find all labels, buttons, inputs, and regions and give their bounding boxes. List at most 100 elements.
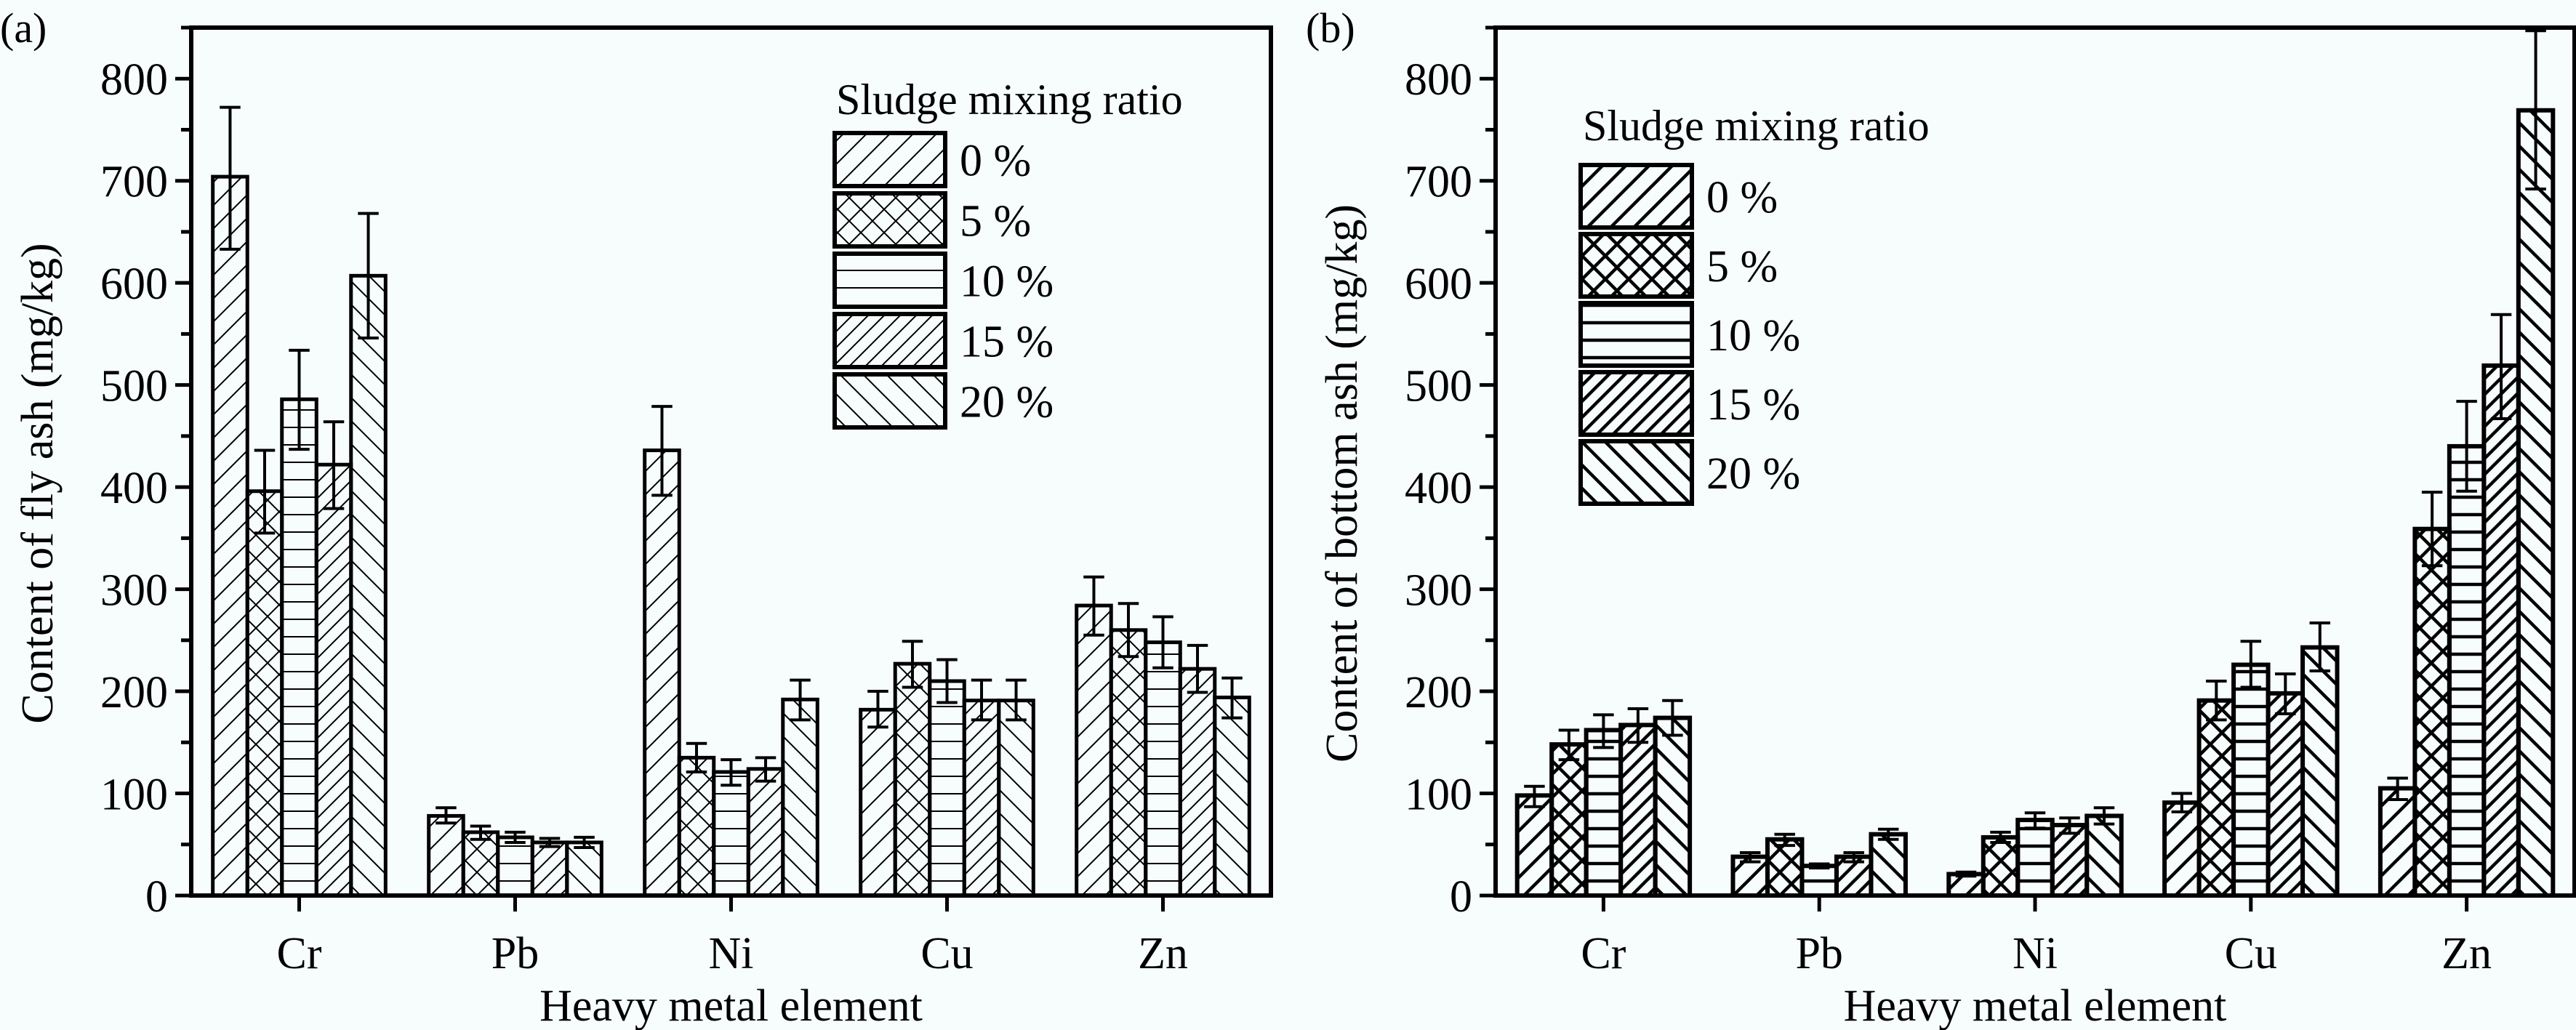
error-bar [902, 640, 923, 689]
error-bar [2093, 806, 2115, 826]
error-bar [790, 678, 811, 722]
bar-Pb-5pct [461, 830, 500, 898]
error-bar [1808, 862, 1830, 870]
error-bar [1152, 615, 1173, 669]
bar-Pb-10pct [1799, 864, 1839, 898]
legend-label: 5 % [960, 197, 1031, 246]
bar-Cr-0pct [211, 174, 249, 898]
legend-item: 20 % [832, 372, 1054, 430]
bar-Ni-10pct [2015, 818, 2055, 898]
bar-Zn-5pct [1109, 628, 1148, 898]
bar-Cr-15pct [314, 462, 353, 898]
bar-Cr-10pct [1584, 728, 1624, 898]
bar-Cu-15pct [2266, 691, 2306, 898]
error-bar [1627, 707, 1649, 744]
y-tick-label: 0 [1450, 872, 1472, 922]
y-tick-label: 0 [145, 872, 168, 922]
error-bar [971, 678, 992, 722]
x-axis-title: Heavy metal element [1844, 981, 2227, 1030]
error-bar [755, 756, 777, 783]
x-tick-label-Zn: Zn [2441, 929, 2492, 978]
error-bar [1990, 830, 2011, 844]
panel-bottom-ash: (b) 0 100 200 300 400 500 600 700 800 Cr Pb Ni Cu Zn He… [1306, 4, 2576, 1030]
legend-swatch [832, 252, 947, 309]
panel-label: (a) [0, 4, 47, 52]
y-tick-label: 700 [1405, 158, 1472, 207]
bar-Cr-10pct [280, 397, 318, 898]
bar-Zn-10pct [1144, 640, 1182, 898]
panel-label: (b) [1306, 4, 1355, 52]
bar-Ni-5pct [677, 755, 716, 898]
legend-label: 20 % [960, 378, 1054, 427]
bar-Cr-5pct [1549, 742, 1589, 898]
legend-swatch [1578, 370, 1694, 437]
bar-Ni-20pct [2085, 813, 2124, 898]
y-axis-title: Content of fly ash (mg/kg) [13, 243, 63, 723]
error-bar [436, 806, 457, 825]
series-10pct [1584, 400, 2487, 898]
error-bar [2525, 29, 2546, 190]
legend-label: 0 % [1706, 173, 1778, 222]
error-bar [470, 824, 491, 841]
error-bar [1955, 870, 1977, 878]
error-bar [1118, 602, 1139, 659]
y-axis: 0 100 200 300 400 500 600 700 800 [1405, 25, 1496, 922]
error-bar [2171, 792, 2193, 813]
bar-Zn-20pct [2516, 108, 2556, 898]
x-axis-title: Heavy metal element [539, 981, 923, 1030]
x-tick-label-Cr: Cr [1581, 929, 1626, 978]
bar-Cr-0pct [1514, 793, 1554, 898]
y-tick-label: 200 [1405, 668, 1472, 717]
error-bar [1774, 832, 1795, 848]
bar-Zn-0pct [1075, 603, 1113, 898]
x-axis: Cr Pb Ni Cu Zn [277, 896, 1188, 978]
series-15pct [314, 420, 1217, 898]
legend-label: 20 % [1706, 449, 1800, 499]
legend-label: 15 % [960, 318, 1054, 367]
series-20pct [1653, 29, 2556, 898]
bar-Cu-0pct [859, 707, 897, 898]
error-bar [505, 830, 526, 844]
legend-swatch [1578, 232, 1694, 299]
bar-Zn-5pct [2412, 526, 2452, 898]
bar-Cu-5pct [893, 661, 932, 898]
bar-Zn-0pct [2378, 786, 2417, 898]
legend-item: 15 % [1578, 370, 1800, 437]
error-bar [1662, 699, 1683, 737]
error-bar [1739, 851, 1761, 864]
legend-label: 10 % [960, 257, 1054, 307]
error-bar [574, 835, 595, 849]
legend-title: Sludge mixing ratio [836, 76, 1183, 124]
y-tick-label: 300 [100, 566, 168, 616]
legend-swatch [832, 191, 947, 249]
bar-Pb-10pct [496, 835, 534, 898]
error-bar [220, 105, 241, 251]
x-tick-label-Cu: Cu [920, 929, 973, 978]
error-bar [721, 758, 742, 787]
error-bar [539, 837, 561, 848]
error-bar [2421, 491, 2443, 568]
error-bar [289, 348, 310, 451]
bar-Pb-15pct [530, 840, 569, 898]
bar-Cu-10pct [928, 679, 966, 898]
bar-Cr-20pct [1653, 715, 1693, 898]
x-axis: Cr Pb Ni Cu Zn [1581, 896, 2492, 978]
legend-title: Sludge mixing ratio [1583, 102, 1930, 150]
x-tick-label-Cu: Cu [2225, 929, 2277, 978]
bar-Ni-15pct [2050, 823, 2090, 898]
bar-Ni-15pct [746, 767, 785, 898]
legend-label: 0 % [960, 137, 1031, 186]
y-tick-label: 600 [1405, 259, 1472, 309]
panel-fly-ash: (a) 0 100 200 300 400 500 600 700 800 Cr Pb Ni Cu Zn He… [0, 4, 1273, 1030]
legend-swatch [1578, 301, 1694, 368]
bar-Cr-5pct [245, 489, 284, 898]
y-tick-label: 100 [1405, 771, 1472, 820]
y-axis: 0 100 200 300 400 500 600 700 800 [100, 25, 191, 922]
error-bar [2275, 672, 2296, 715]
x-tick-label-Zn: Zn [1138, 929, 1188, 978]
legend-swatch [832, 312, 947, 369]
legend-item: 20 % [1578, 439, 1800, 506]
bar-Pb-20pct [565, 840, 603, 898]
bar-Zn-15pct [2481, 363, 2521, 898]
